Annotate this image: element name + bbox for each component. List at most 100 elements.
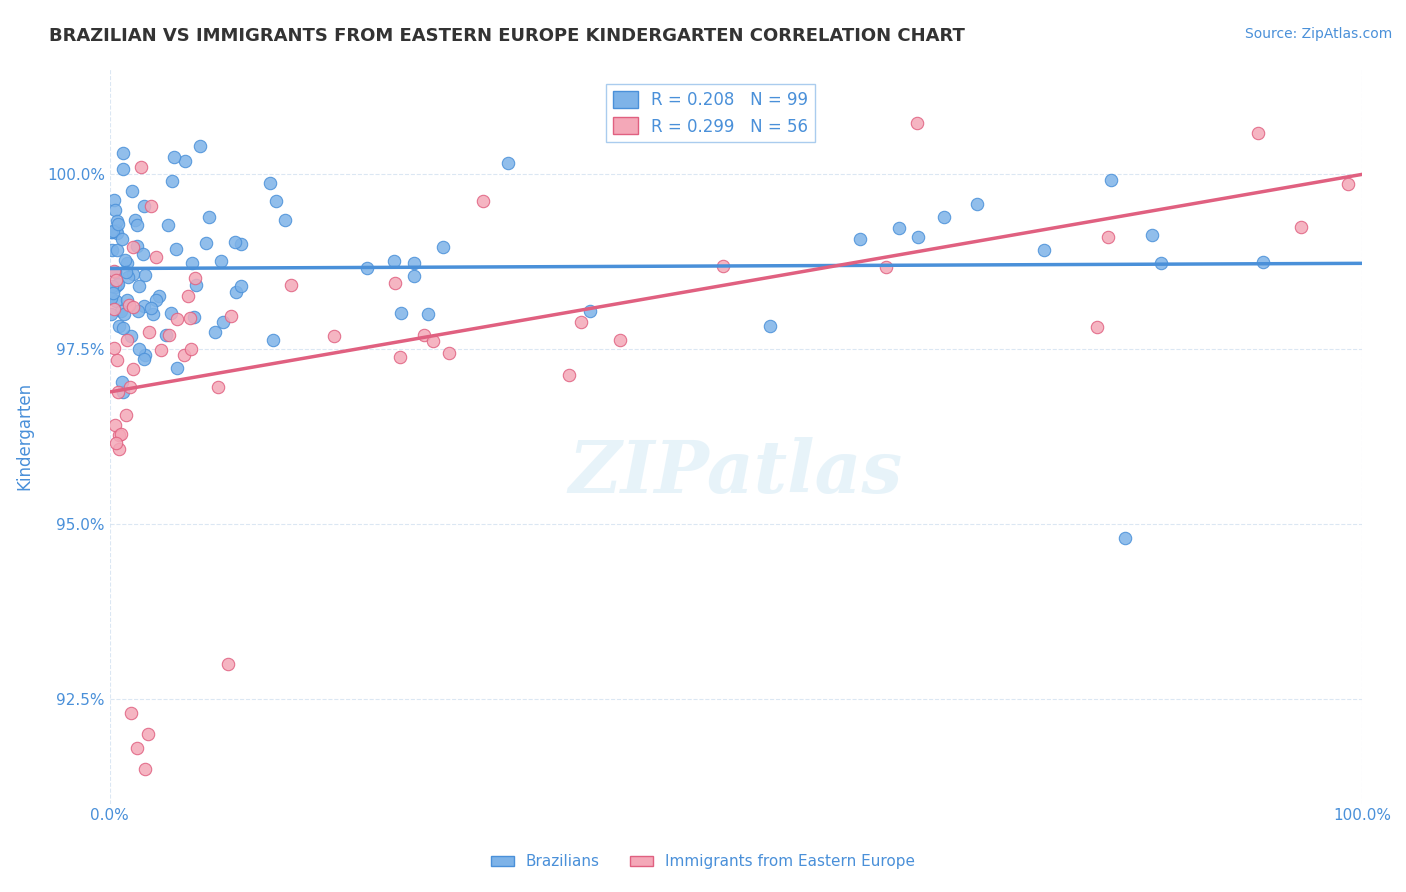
Immigrants from Eastern Europe [437,346,460,360]
Brazilians [211,315,233,329]
Brazilians [416,307,439,321]
Immigrants from Eastern Europe [107,384,129,399]
Brazilians [101,244,124,258]
Immigrants from Eastern Europe [569,315,592,329]
Brazilians [932,210,955,224]
Y-axis label: Kindergarten: Kindergarten [15,382,32,490]
Brazilians [121,267,143,281]
Brazilians [259,176,281,190]
Brazilians [225,285,247,299]
Brazilians [120,328,142,343]
Brazilians [104,265,127,279]
Immigrants from Eastern Europe [136,726,159,740]
Brazilians [197,211,219,225]
Immigrants from Eastern Europe [104,273,127,287]
Brazilians [117,270,139,285]
Brazilians [139,301,162,316]
Immigrants from Eastern Europe [173,348,195,362]
Immigrants from Eastern Europe [184,271,207,285]
Immigrants from Eastern Europe [179,310,201,325]
Brazilians [184,278,207,293]
Brazilians [134,268,156,283]
Immigrants from Eastern Europe [557,368,579,383]
Brazilians [759,318,782,333]
Brazilians [105,294,128,309]
Brazilians [159,306,181,320]
Brazilians [404,269,426,284]
Immigrants from Eastern Europe [322,328,344,343]
Brazilians [100,291,122,305]
Immigrants from Eastern Europe [905,116,928,130]
Immigrants from Eastern Europe [422,334,444,348]
Brazilians [114,253,136,268]
Brazilians [110,304,132,318]
Immigrants from Eastern Europe [1085,320,1108,334]
Brazilians [100,225,122,239]
Brazilians [105,244,128,258]
Immigrants from Eastern Europe [1289,219,1312,234]
Brazilians [166,360,188,375]
Immigrants from Eastern Europe [384,276,406,290]
Brazilians [1150,256,1173,270]
Brazilians [105,226,128,240]
Brazilians [132,299,155,313]
Brazilians [849,232,872,246]
Brazilians [145,293,167,307]
Brazilians [132,352,155,367]
Immigrants from Eastern Europe [115,333,138,347]
Brazilians [127,304,149,318]
Immigrants from Eastern Europe [713,259,735,273]
Brazilians [117,256,139,270]
Brazilians [127,218,149,232]
Brazilians [121,185,143,199]
Immigrants from Eastern Europe [118,380,141,394]
Brazilians [889,221,911,235]
Immigrants from Eastern Europe [217,657,239,671]
Brazilians [134,198,156,212]
Brazilians [273,213,295,227]
Immigrants from Eastern Europe [471,194,494,208]
Immigrants from Eastern Europe [180,342,202,356]
Immigrants from Eastern Europe [104,417,127,432]
Brazilians [103,193,125,207]
Brazilians [100,306,122,320]
Brazilians [107,277,129,291]
Brazilians [105,278,128,293]
Brazilians [132,247,155,261]
Brazilians [966,197,988,211]
Brazilians [125,238,148,252]
Immigrants from Eastern Europe [1097,230,1119,244]
Brazilians [1142,227,1164,242]
Immigrants from Eastern Europe [103,341,125,355]
Immigrants from Eastern Europe [105,435,128,450]
Brazilians [204,325,226,339]
Immigrants from Eastern Europe [105,353,128,368]
Brazilians [111,145,134,160]
Brazilians [496,155,519,169]
Immigrants from Eastern Europe [121,362,143,376]
Brazilians [134,348,156,362]
Immigrants from Eastern Europe [117,298,139,312]
Immigrants from Eastern Europe [134,762,156,776]
Immigrants from Eastern Europe [115,408,138,422]
Brazilians [194,236,217,251]
Immigrants from Eastern Europe [150,343,173,357]
Brazilians [174,153,197,168]
Immigrants from Eastern Europe [157,327,180,342]
Brazilians [356,260,378,275]
Brazilians [229,279,252,293]
Brazilians [1114,531,1136,545]
Immigrants from Eastern Europe [176,289,198,303]
Immigrants from Eastern Europe [107,428,129,442]
Immigrants from Eastern Europe [121,240,143,254]
Brazilians [264,194,287,208]
Brazilians [107,217,129,231]
Brazilians [224,235,246,249]
Immigrants from Eastern Europe [388,351,411,365]
Immigrants from Eastern Europe [280,277,302,292]
Brazilians [107,319,129,334]
Immigrants from Eastern Europe [138,325,160,339]
Brazilians [100,225,122,239]
Brazilians [128,343,150,357]
Brazilians [382,253,405,268]
